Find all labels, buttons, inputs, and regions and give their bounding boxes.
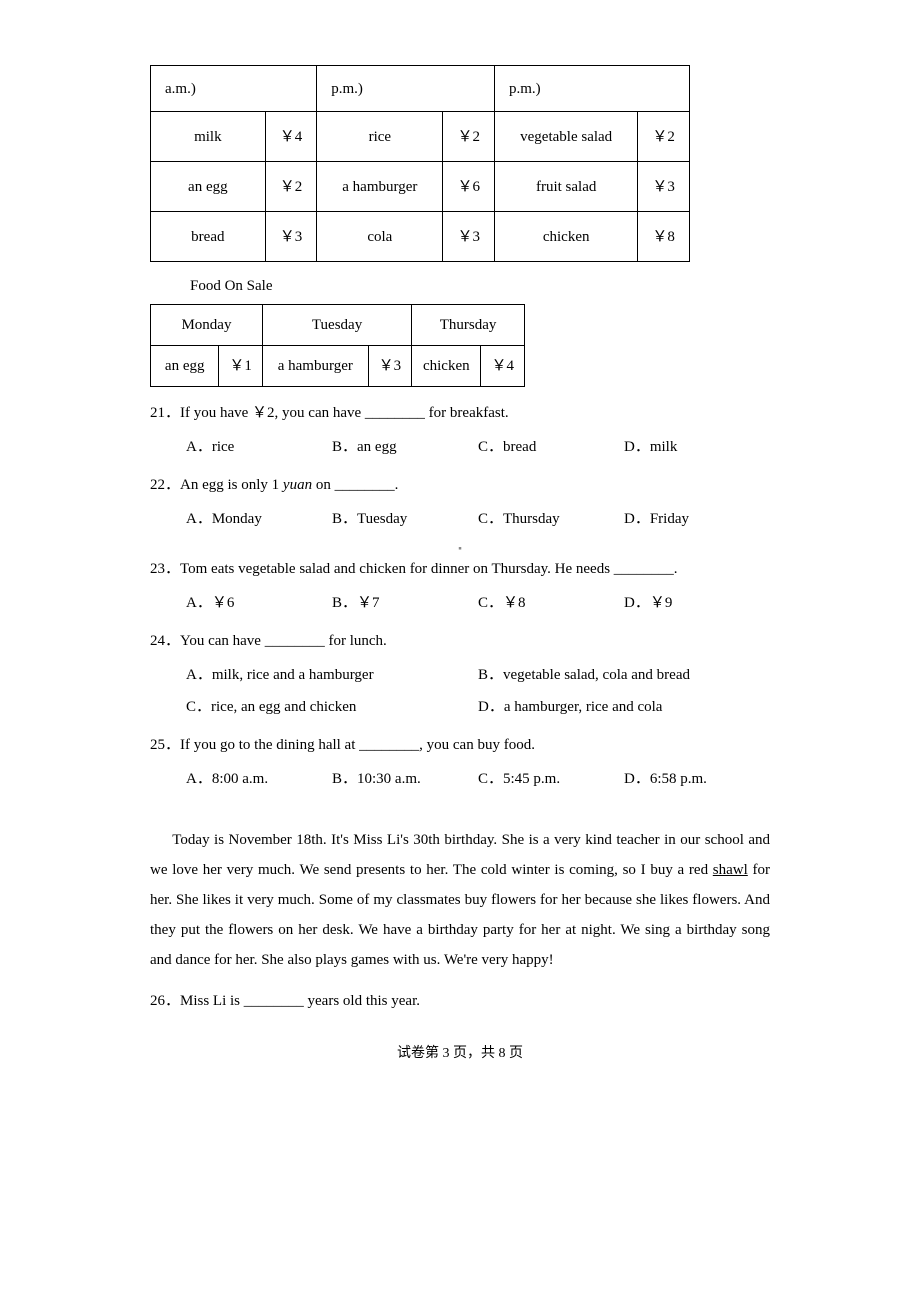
q22-italic: yuan: [283, 477, 312, 493]
question-24: 24．You can have ________ for lunch. A．mi…: [150, 629, 770, 719]
page-footer: 试卷第 3 页，共 8 页: [150, 1043, 770, 1065]
menu-item: cola: [317, 212, 443, 262]
sale-item: an egg: [151, 346, 219, 387]
menu-price: ￥8: [638, 212, 690, 262]
option-b: B．an egg: [332, 435, 478, 459]
reading-passage: Today is November 18th. It's Miss Li's 3…: [150, 825, 770, 975]
sale-item: a hamburger: [262, 346, 368, 387]
menu-price: ￥3: [443, 212, 495, 262]
sale-day: Tuesday: [262, 305, 411, 346]
menu-item: fruit salad: [495, 162, 638, 212]
option-d: D．6:58 p.m.: [624, 767, 770, 791]
option-a: A．Monday: [186, 507, 332, 531]
sale-price: ￥3: [368, 346, 412, 387]
option-a: A．rice: [186, 435, 332, 459]
option-c: C．bread: [478, 435, 624, 459]
option-a: A．￥6: [186, 591, 332, 615]
passage-pre: Today is November 18th. It's Miss Li's 3…: [150, 832, 770, 878]
menu-price: ￥3: [638, 162, 690, 212]
sale-caption: Food On Sale: [190, 274, 770, 298]
question-25: 25．If you go to the dining hall at _____…: [150, 733, 770, 791]
question-text: 26．Miss Li is ________ years old this ye…: [150, 989, 770, 1013]
sale-day: Monday: [151, 305, 263, 346]
menu-col-header: a.m.): [151, 66, 317, 112]
option-b: B．￥7: [332, 591, 478, 615]
q22-post: on ________.: [312, 477, 398, 493]
menu-item: an egg: [151, 162, 266, 212]
menu-item: a hamburger: [317, 162, 443, 212]
question-text: 23．Tom eats vegetable salad and chicken …: [150, 557, 770, 581]
sale-price: ￥4: [481, 346, 525, 387]
menu-price: ￥4: [265, 112, 317, 162]
option-d: D．￥9: [624, 591, 770, 615]
option-d: D．Friday: [624, 507, 770, 531]
menu-price: ￥2: [265, 162, 317, 212]
menu-price: ￥2: [443, 112, 495, 162]
menu-col-header: p.m.): [495, 66, 690, 112]
option-c: C．￥8: [478, 591, 624, 615]
option-d: D．a hamburger, rice and cola: [478, 695, 770, 719]
sale-item: chicken: [412, 346, 481, 387]
sale-table: Monday Tuesday Thursday an egg ￥1 a hamb…: [150, 304, 525, 387]
question-text: 24．You can have ________ for lunch.: [150, 629, 770, 653]
menu-item: chicken: [495, 212, 638, 262]
passage-underline: shawl: [713, 862, 748, 878]
option-b: B．10:30 a.m.: [332, 767, 478, 791]
sale-price: ￥1: [219, 346, 263, 387]
option-b: B．vegetable salad, cola and bread: [478, 663, 770, 687]
question-text: 22．An egg is only 1 yuan on ________.: [150, 473, 770, 497]
question-26: 26．Miss Li is ________ years old this ye…: [150, 989, 770, 1013]
menu-item: rice: [317, 112, 443, 162]
menu-item: bread: [151, 212, 266, 262]
menu-price: ￥2: [638, 112, 690, 162]
option-c: C．Thursday: [478, 507, 624, 531]
menu-item: milk: [151, 112, 266, 162]
question-23: 23．Tom eats vegetable salad and chicken …: [150, 557, 770, 615]
option-d: D．milk: [624, 435, 770, 459]
option-b: B．Tuesday: [332, 507, 478, 531]
question-text: 25．If you go to the dining hall at _____…: [150, 733, 770, 757]
menu-item: vegetable salad: [495, 112, 638, 162]
menu-price: ￥3: [265, 212, 317, 262]
menu-price: ￥6: [443, 162, 495, 212]
menu-table: a.m.) p.m.) p.m.) milk ￥4 rice ￥2 vegeta…: [150, 65, 690, 262]
sale-day: Thursday: [412, 305, 525, 346]
option-c: C．rice, an egg and chicken: [186, 695, 478, 719]
page-mark-icon: ▪: [150, 537, 770, 543]
option-a: A．milk, rice and a hamburger: [186, 663, 478, 687]
option-c: C．5:45 p.m.: [478, 767, 624, 791]
question-21: 21．If you have ￥2, you can have ________…: [150, 401, 770, 459]
menu-col-header: p.m.): [317, 66, 495, 112]
question-text: 21．If you have ￥2, you can have ________…: [150, 401, 770, 425]
option-a: A．8:00 a.m.: [186, 767, 332, 791]
question-22: 22．An egg is only 1 yuan on ________. A．…: [150, 473, 770, 531]
q22-pre: 22．An egg is only 1: [150, 477, 283, 493]
